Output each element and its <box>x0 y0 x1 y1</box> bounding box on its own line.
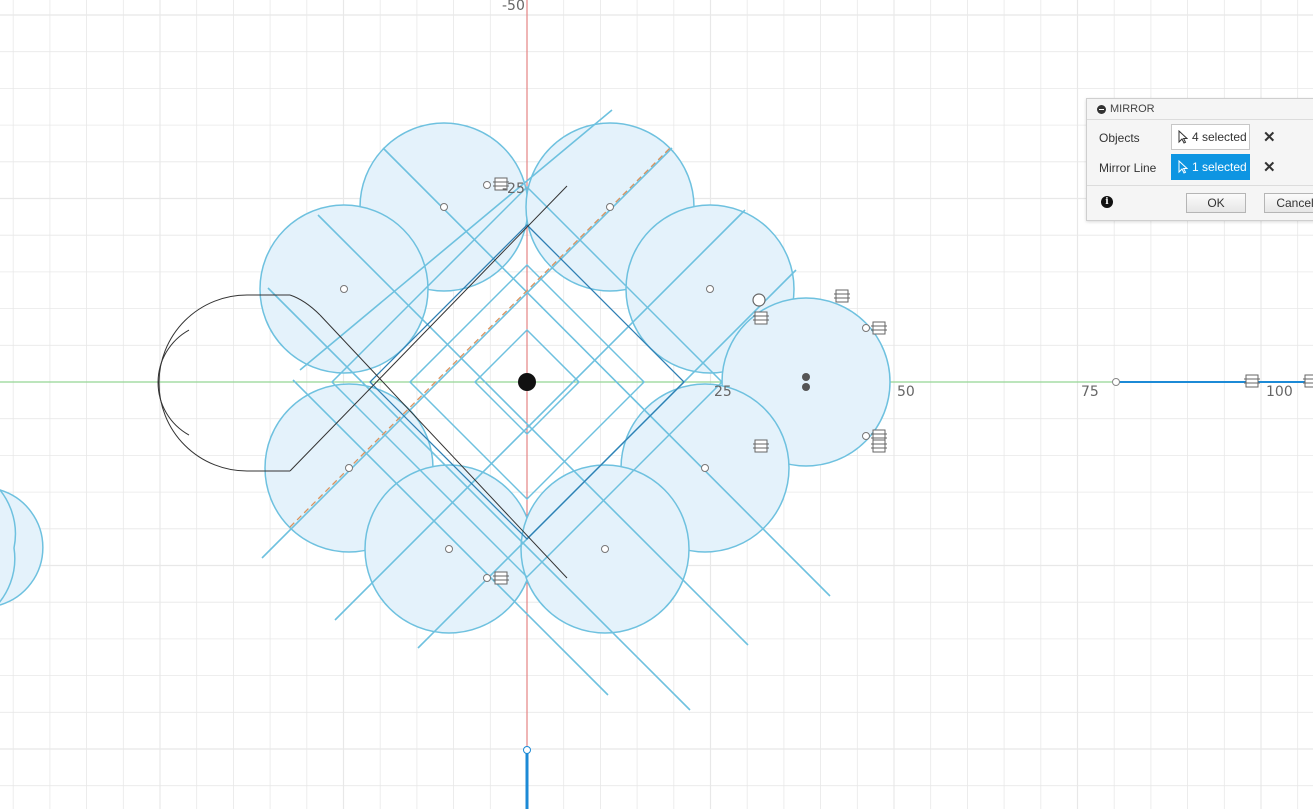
constraint-icon[interactable] <box>754 311 768 325</box>
axis-label-x-25: 25 <box>714 384 732 400</box>
sketch-point[interactable] <box>601 545 609 553</box>
mirror-line-selection-count: 1 selected <box>1192 160 1247 174</box>
sketch-point[interactable] <box>340 285 348 293</box>
small-square[interactable] <box>473 328 581 436</box>
center-points[interactable] <box>340 181 870 582</box>
dialog-divider <box>1087 185 1313 186</box>
objects-label: Objects <box>1099 131 1140 145</box>
objects-row: Objects 4 selected ✕ <box>1087 123 1313 153</box>
sketch-point[interactable] <box>606 203 614 211</box>
constraint-icon[interactable] <box>1245 374 1259 388</box>
sketch-point[interactable] <box>483 574 491 582</box>
profile-line[interactable] <box>317 214 749 646</box>
dialog-header[interactable]: MIRROR <box>1087 99 1313 120</box>
sketch-point[interactable] <box>445 545 453 553</box>
profile-line[interactable] <box>267 287 691 711</box>
constraint-icon[interactable] <box>872 439 886 453</box>
profile-line[interactable] <box>292 379 609 696</box>
objects-selection-button[interactable]: 4 selected <box>1171 124 1250 150</box>
sketch-arc-left-edge[interactable] <box>0 480 17 612</box>
cancel-button[interactable]: Cancel <box>1264 193 1313 213</box>
constraint-icon[interactable] <box>835 289 849 303</box>
clear-mirror-line-icon[interactable]: ✕ <box>1263 159 1276 176</box>
mirror-line-row: Mirror Line 1 selected ✕ <box>1087 153 1313 183</box>
sketch-point[interactable] <box>706 285 714 293</box>
ok-button[interactable]: OK <box>1186 193 1246 213</box>
sketch-point[interactable] <box>802 373 810 381</box>
dialog-title: MIRROR <box>1110 103 1155 115</box>
inner-square[interactable] <box>369 224 685 540</box>
profile-line[interactable] <box>261 147 673 559</box>
constraint-icon[interactable] <box>1304 374 1313 388</box>
sketch-lines[interactable] <box>261 109 831 711</box>
unselected-sketch-geometry[interactable] <box>157 185 568 579</box>
mirror-dialog: MIRROR Objects 4 selected ✕ Mirror Line … <box>1086 98 1313 221</box>
profile-line[interactable] <box>334 209 746 621</box>
sketch-point[interactable] <box>802 383 810 391</box>
constraint-icon[interactable] <box>754 439 768 453</box>
sketch-point[interactable] <box>862 432 870 440</box>
cursor-arrow-icon <box>1178 160 1188 174</box>
objects-selection-count: 4 selected <box>1192 130 1247 144</box>
profile-line[interactable] <box>299 109 613 371</box>
axis-label-x-100: 100 <box>1266 384 1293 400</box>
axis-label-x-50: 50 <box>897 384 915 400</box>
origin-point[interactable] <box>518 373 536 391</box>
collapse-icon[interactable] <box>1097 104 1106 114</box>
sketch-point[interactable] <box>523 746 531 754</box>
sketch-point[interactable] <box>345 464 353 472</box>
profile-line[interactable] <box>382 147 831 597</box>
cursor-arrow-icon <box>1178 130 1188 144</box>
sketch-point[interactable] <box>1112 378 1120 386</box>
constraint-glyphs <box>493 177 1313 585</box>
mid-square[interactable] <box>408 263 646 501</box>
mirror-line-label: Mirror Line <box>1099 161 1157 175</box>
sketch-point[interactable] <box>701 464 709 472</box>
clear-objects-icon[interactable]: ✕ <box>1263 129 1276 146</box>
constraint-icon[interactable] <box>494 177 508 191</box>
axis-label-y-top: -50 <box>502 0 525 14</box>
sketch-point[interactable] <box>440 203 448 211</box>
axis-label-y-minus25: -25 <box>502 181 525 197</box>
outer-square[interactable] <box>330 185 724 579</box>
constraint-icon[interactable] <box>872 321 886 335</box>
axis-label-x-75: 75 <box>1081 384 1099 400</box>
tangent-constraint-icon[interactable] <box>752 293 766 307</box>
sketch-point[interactable] <box>862 324 870 332</box>
mirror-line-selection-button[interactable]: 1 selected <box>1171 154 1250 180</box>
constraint-icon[interactable] <box>494 571 508 585</box>
info-icon[interactable]: i <box>1101 196 1113 208</box>
sketch-point[interactable] <box>483 181 491 189</box>
